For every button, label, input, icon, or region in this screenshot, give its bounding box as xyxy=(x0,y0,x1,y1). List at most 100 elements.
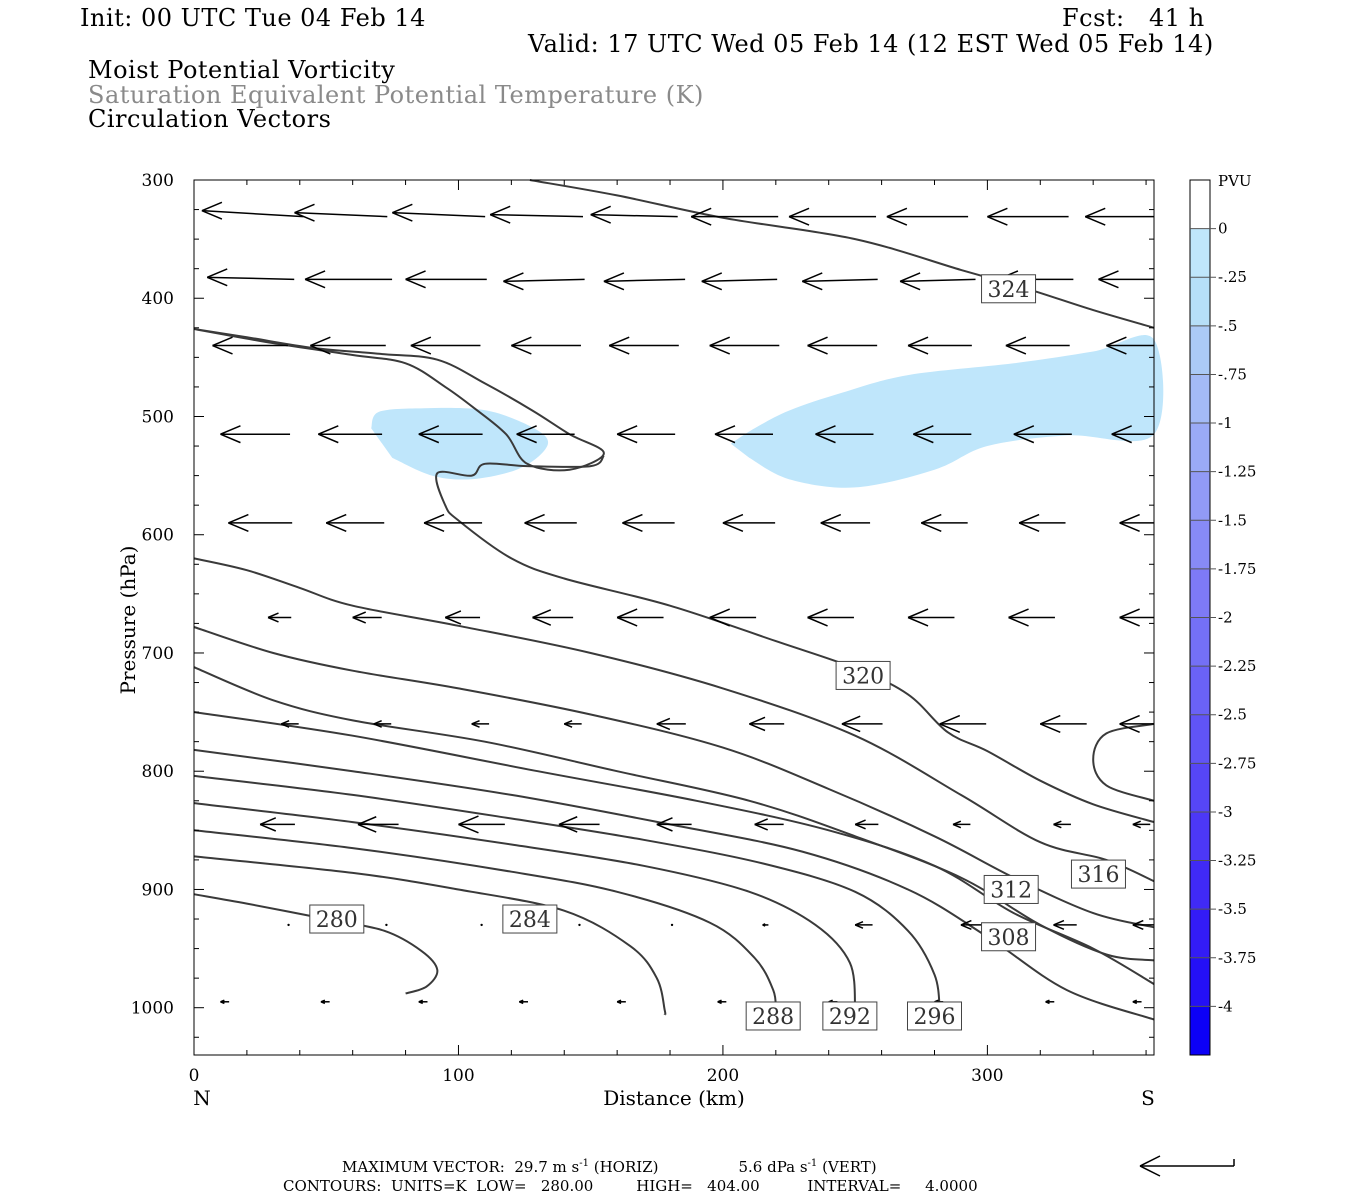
colorbar-label: -2 xyxy=(1218,609,1233,627)
vector-head-lower xyxy=(960,924,972,931)
contour-label-box xyxy=(835,660,891,690)
circulation-vector xyxy=(352,611,382,624)
colorbar-bin xyxy=(1190,180,1210,230)
vector-head-lower xyxy=(423,522,445,532)
contour-line xyxy=(193,557,1155,883)
circulation-vector xyxy=(907,608,955,627)
vector-head-upper xyxy=(511,336,532,347)
colorbar-label: -2.5 xyxy=(1218,706,1247,724)
circulation-vector xyxy=(616,608,664,627)
contour-label: 308 xyxy=(981,922,1037,952)
colorbar-label: -3 xyxy=(1218,803,1233,821)
contour-line xyxy=(193,829,777,1011)
vector-head-lower xyxy=(754,823,769,831)
contour-label-text: 296 xyxy=(913,1005,955,1030)
vector-head-lower xyxy=(206,276,228,287)
y-tick-label: 700 xyxy=(142,644,174,664)
vector-head-lower xyxy=(1018,522,1040,532)
forecast-hour: Fcst: 41 h xyxy=(1062,4,1205,32)
vector-head-upper xyxy=(907,336,929,347)
vector-head-lower xyxy=(622,522,643,532)
y-tick-label: 900 xyxy=(142,880,174,900)
colorbar-bin xyxy=(1190,763,1210,813)
vector-head-lower xyxy=(807,344,828,355)
vector-head-lower xyxy=(987,215,1008,226)
vector-head-upper xyxy=(622,513,643,524)
vector-head-lower xyxy=(373,723,382,728)
vector-head-upper xyxy=(1005,336,1027,347)
vector-head-upper xyxy=(820,513,842,524)
circulation-vector xyxy=(801,272,878,291)
vector-head-lower xyxy=(212,344,233,355)
contour-label: 312 xyxy=(983,874,1039,904)
colorbar-label: -3.5 xyxy=(1218,900,1247,918)
colorbar-bin xyxy=(1190,520,1210,570)
init-time: Init: 00 UTC Tue 04 Feb 14 xyxy=(80,4,426,32)
vector-head-lower xyxy=(907,344,929,355)
circulation-vector xyxy=(939,714,987,734)
contour-line xyxy=(193,855,667,1016)
x-tick-label: 200 xyxy=(707,1066,739,1086)
vector-head-lower xyxy=(405,278,426,289)
vector-shaft xyxy=(590,213,678,218)
circulation-vector xyxy=(310,336,386,355)
colorbar-bin xyxy=(1190,325,1210,375)
circulation-vector xyxy=(701,272,778,291)
circulation-vector xyxy=(717,999,727,1005)
circulation-vector xyxy=(709,608,757,627)
vector-dot xyxy=(385,923,388,927)
vector-head-lower xyxy=(820,522,842,532)
vector-head-upper xyxy=(709,336,730,347)
contour-label-box xyxy=(502,904,558,934)
vector-dot xyxy=(480,923,483,927)
circulation-vector xyxy=(1119,608,1154,627)
vector-head-lower xyxy=(418,433,440,444)
circulation-vector xyxy=(656,717,686,731)
vector-head-lower xyxy=(352,616,367,624)
circulation-vector xyxy=(410,336,481,355)
circulation-vector xyxy=(854,920,873,929)
vector-head-upper xyxy=(854,920,864,926)
vector-head-lower xyxy=(320,1001,326,1005)
vector-head-lower xyxy=(228,522,249,532)
vector-shaft xyxy=(201,209,304,218)
vector-head-lower xyxy=(304,278,326,289)
circulation-vector xyxy=(807,608,854,627)
reference-vector xyxy=(1139,1155,1235,1177)
vector-head-upper xyxy=(405,270,426,281)
colorbar-bin xyxy=(1190,423,1210,473)
vector-head-lower xyxy=(294,211,315,222)
circulation-vector xyxy=(304,270,393,289)
y-tick-label: 300 xyxy=(142,171,174,191)
contour-label-box xyxy=(981,274,1037,304)
vector-head-upper xyxy=(201,201,223,212)
vector-head-lower xyxy=(886,215,908,226)
vector-head-lower xyxy=(714,433,736,444)
vector-head-lower xyxy=(524,522,545,532)
vector-dot xyxy=(578,923,581,927)
mpv-shading xyxy=(371,335,1164,488)
circulation-vector xyxy=(788,207,877,226)
vector-head-lower xyxy=(701,280,723,291)
circulation-vector xyxy=(841,715,883,733)
circulation-vector xyxy=(1039,714,1087,734)
vector-head-upper xyxy=(854,819,866,826)
circulation-vector xyxy=(518,999,528,1005)
vector-head-lower xyxy=(418,1001,423,1005)
circulation-vector xyxy=(670,923,674,927)
vector-head-upper xyxy=(603,272,625,283)
circulation-vector xyxy=(899,272,976,291)
vector-shaft xyxy=(392,211,486,218)
vector-shaft xyxy=(294,211,388,218)
circulation-vector xyxy=(563,719,582,728)
field-title-mpv: Moist Potential Vorticity xyxy=(88,56,396,84)
circulation-vector xyxy=(709,336,780,355)
vector-head-lower xyxy=(1053,924,1065,931)
vector-head-lower xyxy=(558,823,578,833)
contour-label-box xyxy=(745,1001,801,1031)
circulation-vector xyxy=(287,923,290,927)
vector-head-upper xyxy=(503,272,524,283)
vector-head-upper xyxy=(841,715,861,725)
vector-head-lower xyxy=(1013,433,1035,444)
y-tick-label: 600 xyxy=(142,526,174,546)
